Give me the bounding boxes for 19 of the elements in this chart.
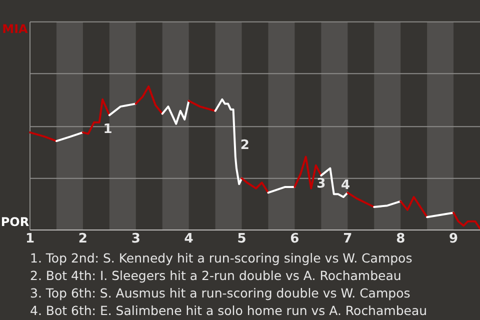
x-tick-label: 8 (396, 232, 406, 246)
annotation: 3 (316, 176, 326, 192)
x-tick-label: 2 (78, 232, 88, 246)
annotation: 4 (341, 178, 350, 194)
text: 1. Top 2nd: S. Kennedy hit a run-scoring single vs W. Campos (30, 250, 412, 266)
x-tick-label: 7 (343, 232, 352, 246)
annotation: 1 (103, 122, 112, 138)
x-tick-label: 4 (184, 232, 194, 246)
text: 2. Bot 4th: I. Sleegers hit a 2-run double vs A. Rochambeau (30, 268, 402, 283)
text: 4. Bot 6th: E. Salimbene hit a solo home run vs A. Rochambeau (30, 303, 428, 318)
x-tick-label: 5 (237, 232, 246, 246)
text: MIA (2, 22, 29, 36)
text: POR (0, 215, 30, 229)
x-tick-label: 9 (449, 232, 458, 246)
x-tick-label: 1 (25, 232, 35, 246)
text: 3. Top 6th: S. Ausmus hit a run-scoring double vs W. Campos (30, 286, 410, 300)
annotation: 2 (240, 138, 250, 153)
x-tick-label: 3 (131, 232, 140, 246)
x-tick-label: 6 (290, 232, 300, 246)
